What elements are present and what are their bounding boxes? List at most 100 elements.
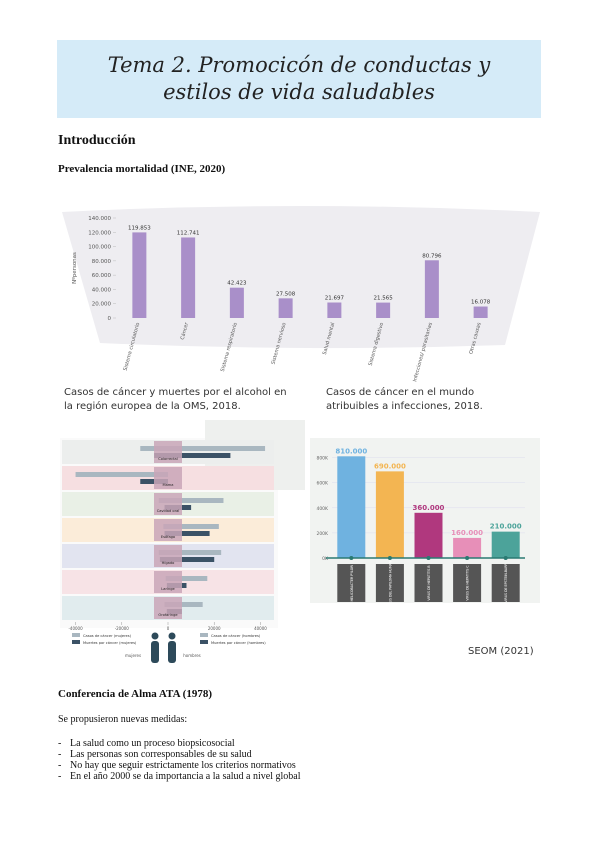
y-tick-label: 120.000: [88, 230, 111, 236]
bar: [453, 537, 482, 558]
category-box: [414, 564, 443, 602]
bar: [327, 302, 342, 318]
x-tick-label: -40000: [68, 626, 83, 631]
bar: [229, 287, 244, 318]
y-tick-label: 100.000: [88, 245, 111, 251]
y-tick-label: 800K: [316, 456, 329, 462]
x-tick-label: 40000: [254, 626, 267, 631]
legend-swatch: [72, 640, 80, 644]
category-label: Hígado: [162, 561, 175, 565]
bar: [168, 524, 219, 529]
figure-head: [168, 632, 176, 640]
value-label: 80.796: [422, 253, 442, 259]
bar: [168, 498, 224, 503]
paragraph: Se propusieron nuevas medidas:: [58, 714, 188, 725]
bar: [168, 602, 203, 607]
y-tick-label: 20.000: [92, 302, 112, 308]
y-tick-label: 600K: [316, 481, 329, 487]
bar: [376, 302, 391, 318]
category-box: [154, 597, 182, 619]
bar: [168, 557, 215, 562]
group-label: mujeres: [125, 653, 141, 658]
legend-swatch: [200, 633, 208, 637]
bar: [181, 237, 196, 318]
legend-swatch: [200, 640, 208, 644]
x-tick-label: VIRUS DE HEPATITIS B: [427, 565, 431, 600]
x-tick-label: VIRUS DE HEPATITIS C: [466, 565, 470, 601]
bar: [168, 453, 231, 458]
category-label: Orofaringe: [158, 613, 178, 617]
category-box: [154, 493, 182, 515]
bar: [168, 446, 266, 451]
list: La salud como un proceso biopsicosocialL…: [58, 738, 300, 782]
category-box: [154, 519, 182, 541]
figure-body: [168, 641, 176, 663]
category-label: Colorrectal: [158, 457, 178, 461]
chart-title: Casos de cáncer en el mundo atribuibles …: [326, 387, 483, 412]
bar: [375, 471, 404, 558]
x-tick-label: VIRUS DEL PAPILOMA HUMANO: [388, 558, 392, 608]
value-label: 112.741: [177, 230, 200, 236]
subheading: Conferencia de Alma ATA (1978): [58, 688, 212, 700]
y-tick-label: 80.000: [92, 259, 112, 265]
x-tick-label: HELICOBACTER PYLORI: [350, 565, 354, 602]
x-tick-label: 20000: [208, 626, 221, 631]
bar: [473, 306, 488, 318]
category-box: [375, 564, 404, 602]
category-box: [453, 564, 482, 602]
bar: [75, 472, 168, 477]
y-tick-label: 0K: [322, 556, 329, 562]
chart-title: Casos de cáncer y muertes por el alcohol…: [64, 387, 287, 412]
value-label: 21.565: [374, 296, 394, 302]
value-label: 119.853: [128, 225, 151, 231]
category-box: [491, 564, 520, 602]
category-box: [337, 564, 366, 602]
x-tick-label: -20000: [115, 626, 130, 631]
category-box: [154, 441, 182, 463]
value-label: 27.508: [276, 291, 296, 297]
x-tick-label: Cáncer: [179, 321, 191, 341]
category-label: Laringe: [161, 587, 175, 591]
bar: [168, 576, 208, 581]
y-tick-label: 400K: [316, 506, 329, 512]
figure-head: [151, 632, 159, 640]
value-label: 810.000: [335, 447, 367, 455]
bar: [424, 260, 439, 318]
legend-swatch: [72, 633, 80, 637]
category-box: [154, 571, 182, 593]
y-tick-label: 0: [108, 316, 112, 322]
y-tick-label: 60.000: [92, 273, 112, 279]
y-axis-label: Nºpersonas: [71, 252, 78, 284]
source: SEOM (2021): [468, 646, 534, 657]
bar: [414, 512, 443, 558]
list-item: No hay que seguir estrictamente los crit…: [58, 760, 300, 771]
category-label: Esófago: [161, 535, 175, 539]
section-heading: Introducción: [58, 133, 136, 148]
list-item: La salud como un proceso biopsicosocial: [58, 738, 300, 749]
value-label: 21.697: [325, 296, 345, 302]
legend-label: Casos de cáncer (hombres): [211, 634, 261, 638]
bar: [337, 456, 366, 558]
y-tick-label: 40.000: [92, 287, 112, 293]
list-item: Las personas son corresponsables de su s…: [58, 749, 300, 760]
group-label: hombres: [183, 653, 201, 658]
value-label: 16.078: [471, 300, 491, 306]
y-tick-label: 200K: [316, 531, 329, 537]
bar: [132, 232, 147, 318]
x-tick-label: 0: [167, 626, 170, 631]
value-label: 360.000: [413, 504, 445, 512]
value-label: 42.423: [227, 281, 247, 287]
bar: [278, 298, 293, 318]
y-tick-label: 140.000: [88, 216, 111, 222]
category-label: Mama: [162, 483, 173, 487]
header-title: Tema 2. Promocicón de conductas y estilo…: [107, 53, 491, 104]
category-label: Cavidad oral: [157, 509, 180, 513]
x-tick-label: VIRUS DE EPSTEIN-BARR: [504, 563, 508, 603]
legend-label: Muertes por cáncer (hombres): [211, 641, 266, 645]
value-label: 160.000: [451, 529, 483, 537]
value-label: 210.000: [490, 523, 522, 531]
header: Tema 2. Promocicón de conductas y estilo…: [57, 40, 541, 118]
bar: [168, 531, 210, 536]
